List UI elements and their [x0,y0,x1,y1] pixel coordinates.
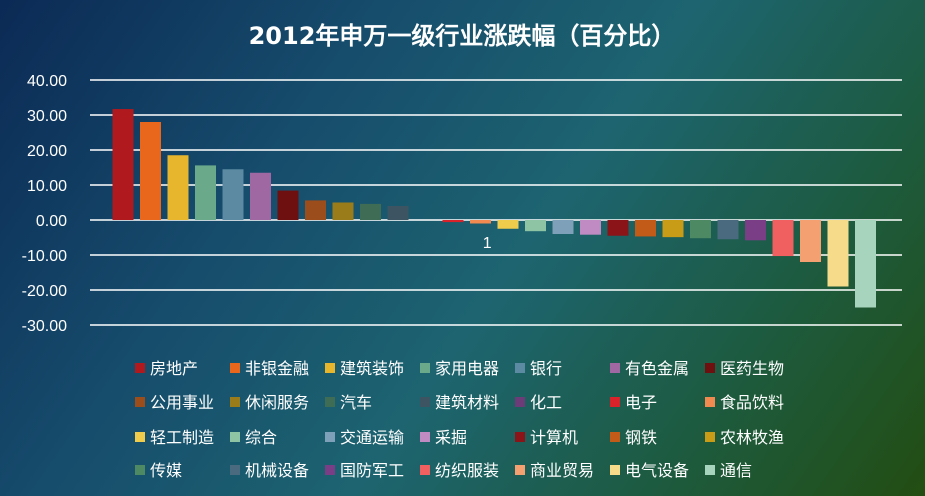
bar-22 [690,220,711,239]
bar-20 [635,220,656,237]
y-tick-label: 20.00 [27,143,67,160]
legend-swatch [230,432,240,442]
legend-swatch [230,363,240,373]
legend-label: 家用电器 [435,359,499,378]
chart-title: 2012年申万一级行业涨跌幅（百分比） [249,22,676,50]
legend-label: 食品饮料 [720,393,784,412]
legend-label: 机械设备 [245,461,309,480]
legend-swatch [610,397,620,407]
legend-label: 国防军工 [340,461,404,480]
legend-label: 综合 [245,428,277,447]
legend-swatch [515,363,525,373]
bars [112,109,876,308]
legend-swatch [135,465,145,475]
legend-swatch [610,363,620,373]
legend-swatch [420,465,430,475]
bar-10 [360,203,381,220]
bar-24 [745,220,766,241]
legend-swatch [705,432,715,442]
y-tick-label: 10.00 [27,178,67,195]
bar-6 [250,172,271,220]
bar-3 [167,155,189,220]
x-axis-categories: 1 [483,235,492,252]
bar-8 [305,200,326,220]
legend-swatch [515,465,525,475]
bar-27 [827,220,849,287]
bar-25 [772,220,794,257]
y-tick-label: -30.00 [22,318,67,335]
legend-label: 汽车 [340,393,372,412]
y-tick-label: 0.00 [36,213,67,230]
legend-swatch [420,432,430,442]
legend-swatch [325,363,335,373]
bar-23 [717,220,739,240]
legend-label: 采掘 [435,428,467,447]
legend-label: 化工 [530,393,562,412]
legend-label: 有色金属 [625,359,689,378]
legend-label: 计算机 [530,428,578,447]
bar-21 [662,220,684,238]
bar-2 [140,122,161,220]
legend-label: 纺织服装 [435,461,499,480]
legend-label: 电子 [625,393,657,412]
bar-26 [800,220,821,262]
legend-swatch [230,465,240,475]
legend-swatch [325,397,335,407]
legend-label: 建筑装饰 [340,359,404,378]
bar-5 [222,169,244,220]
y-tick-label: 30.00 [27,108,67,125]
y-tick-label: -10.00 [22,248,67,265]
legend-swatch [420,397,430,407]
bar-18 [580,220,601,235]
legend-label: 房地产 [150,359,198,378]
legend-swatch [230,397,240,407]
legend-swatch [135,363,145,373]
bar-1 [112,109,134,220]
legend-label: 钢铁 [625,428,657,447]
legend-swatch [610,432,620,442]
legend-label: 商业贸易 [530,461,594,480]
legend-label: 非银金融 [245,359,309,378]
bar-9 [332,202,354,220]
legend-label: 通信 [720,461,752,480]
bar-4 [195,165,216,220]
legend-label: 建筑材料 [435,393,499,412]
legend-swatch [135,432,145,442]
legend-swatch [135,397,145,407]
legend-swatch [705,465,715,475]
legend-label: 医药生物 [720,359,784,378]
legend-label: 银行 [530,359,562,378]
legend-swatch [705,397,715,407]
y-axis-ticks: 40.00 30.00 20.00 10.00 0.00 -10.00 -20.00 -30.… [22,73,67,335]
bar-14 [470,220,491,224]
y-tick-label: -20.00 [22,283,67,300]
legend-swatch [705,363,715,373]
legend-swatch [325,432,335,442]
legend-label: 电气设备 [625,461,689,480]
bar-15 [497,220,519,229]
legend-label: 公用事业 [150,393,214,412]
bar-7 [277,190,299,220]
legend-label: 轻工制造 [150,428,214,447]
legend-swatch [420,363,430,373]
bar-19 [607,220,629,236]
legend-swatch [325,465,335,475]
legend-swatch [610,465,620,475]
bar-11 [387,206,409,220]
bar-13 [442,220,464,223]
y-tick-label: 40.00 [27,73,67,90]
bar-17 [552,220,574,234]
bar-28 [855,220,876,308]
legend-label: 传媒 [150,461,182,480]
x-category-label: 1 [483,235,492,252]
legend-swatch [515,397,525,407]
bar-16 [525,220,546,232]
legend-swatch [515,432,525,442]
legend-label: 农林牧渔 [720,428,784,447]
legend-label: 交通运输 [340,428,404,447]
legend-label: 休闲服务 [245,393,309,412]
